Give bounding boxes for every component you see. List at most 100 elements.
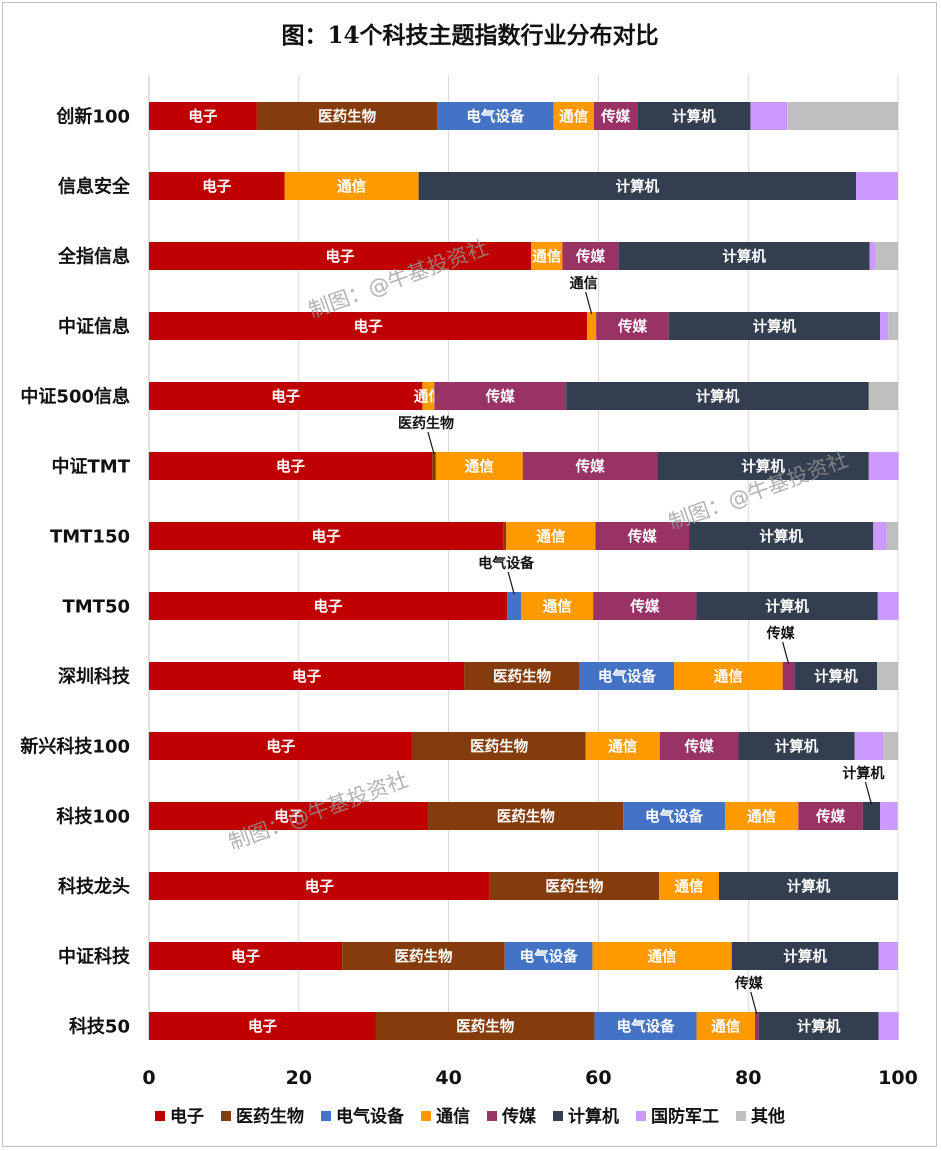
segment-label: 计算机 (696, 388, 740, 406)
bar-segment (897, 802, 898, 830)
bar-segment (149, 312, 588, 340)
bar-segment (738, 732, 855, 760)
bar-segment (877, 662, 898, 690)
bar-segment (862, 802, 881, 830)
segment-label: 传媒 (575, 458, 605, 476)
callout-leader (427, 431, 435, 455)
segment-label: 通信 (543, 598, 572, 616)
segment-label: 传媒 (600, 108, 630, 126)
segment-label: 电子 (188, 108, 217, 126)
segment-label: 通信 (711, 1018, 740, 1036)
bar-segment (418, 172, 857, 200)
segment-label: 电子 (248, 1018, 277, 1036)
legend-label: 传媒 (501, 1106, 537, 1127)
bar-segment (674, 662, 783, 690)
bar-segment (587, 312, 597, 340)
x-tick-label: 100 (878, 1067, 918, 1089)
segment-label: 电子 (305, 878, 334, 896)
segment-label: 医药生物 (456, 1018, 514, 1036)
bar-segment (668, 312, 881, 340)
bar-segment (432, 452, 436, 480)
bar-segment (657, 452, 869, 480)
bar-segment (696, 1012, 755, 1040)
callout-label: 传媒 (734, 975, 764, 992)
bar-segment (696, 592, 878, 620)
bar-segment (437, 102, 554, 130)
legend-label: 医药生物 (236, 1106, 304, 1127)
legend-label: 电气设备 (336, 1106, 405, 1127)
bar-segment (878, 942, 898, 970)
bar-segment (888, 312, 898, 340)
legend-label: 电子 (170, 1106, 204, 1127)
segment-label: 电气设备 (645, 808, 703, 826)
bar-segment (149, 732, 413, 760)
legend: 电子 医药生物 电气设备 通信 传媒 计算机 国防军工 其他 (155, 1106, 785, 1127)
bar-segment (592, 942, 732, 970)
segment-label: 通信 (337, 178, 366, 196)
segment-label: 计算机 (797, 1018, 841, 1036)
segment-label: 电气设备 (598, 668, 656, 686)
category-label: 创新100 (55, 106, 130, 128)
bar-segment (149, 452, 433, 480)
legend-label: 计算机 (568, 1106, 619, 1127)
bar-segment (149, 592, 508, 620)
category-label: 信息安全 (58, 176, 131, 198)
category-label: TMT150 (50, 527, 130, 548)
segment-label: 电子 (325, 248, 354, 266)
bar-segment (594, 1012, 697, 1040)
legend-swatch (487, 1111, 497, 1121)
category-label: 全指信息 (57, 246, 130, 268)
category-label: 新兴科技100 (20, 736, 130, 758)
bar-segment (593, 102, 638, 130)
bar-segment (422, 382, 435, 410)
callout-leader (507, 571, 515, 595)
segment-label: 电子 (312, 528, 341, 546)
segment-label: 电子 (266, 738, 295, 756)
bar-segment (750, 102, 788, 130)
segment-label: 医药生物 (497, 808, 555, 826)
category-label: 中证500信息 (20, 386, 130, 408)
segment-label: 通信 (675, 878, 704, 896)
legend-swatch (155, 1111, 165, 1121)
bar-segment (782, 662, 795, 690)
bar-segment (521, 592, 594, 620)
bar-segment (566, 382, 869, 410)
bar-segment (880, 802, 898, 830)
segment-label: 传媒 (815, 808, 845, 826)
segment-label: 电子 (314, 598, 343, 616)
segment-label: 电子 (354, 318, 383, 336)
segment-label: 电子 (292, 668, 321, 686)
segment-label: 传媒 (485, 388, 515, 406)
segment-label: 计算机 (775, 738, 819, 756)
callout-label: 电气设备 (478, 555, 535, 572)
bar-segment (412, 732, 586, 760)
bar-segment (854, 732, 884, 760)
callout-leader (864, 781, 872, 805)
bar-segment (883, 732, 898, 760)
bar-segment (718, 872, 898, 900)
bar-segment (504, 942, 593, 970)
callout-leader (782, 641, 790, 665)
segment-label: 电气设备 (466, 108, 524, 126)
segment-label: 医药生物 (493, 668, 551, 686)
bar-segment (878, 1012, 899, 1040)
segment-label: 计算机 (765, 598, 809, 616)
legend-swatch (221, 1111, 231, 1121)
bar-segment (856, 172, 898, 200)
bar-segment (284, 172, 419, 200)
segment-label: 计算机 (722, 248, 766, 266)
segment-label: 传媒 (627, 528, 657, 546)
bar-segment (758, 1012, 879, 1040)
x-tick-label: 80 (735, 1067, 761, 1089)
bar-segment (875, 242, 898, 270)
segment-label: 传媒 (575, 248, 605, 266)
chart-title: 图：14个科技主题指数行业分布对比 (281, 22, 658, 49)
x-tick-label: 0 (142, 1067, 155, 1089)
category-label: 深圳科技 (58, 666, 131, 688)
bar-segment (637, 102, 751, 130)
segment-label: 通信 (608, 738, 637, 756)
segment-label: 电子 (202, 178, 231, 196)
